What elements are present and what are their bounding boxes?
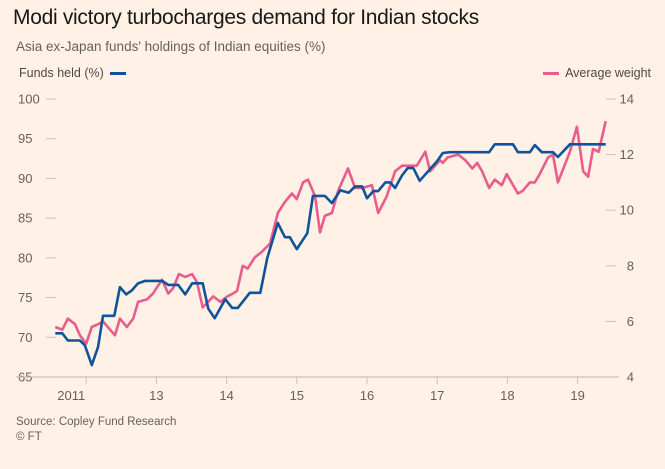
y-right-tick-label: 14 [620,92,634,107]
y-left-tick-label: 95 [18,131,32,146]
series-line-average-weight [54,120,607,345]
chart-title: Modi victory turbocharges demand for Ind… [13,6,479,29]
y-right-tick-label: 12 [620,147,634,162]
x-tick-label: 14 [219,388,233,403]
x-tick-label: 18 [500,388,514,403]
x-tick-label: 19 [570,388,584,403]
copyright: © FT [16,431,42,443]
y-left-tick-label: 80 [18,250,32,265]
source-note: Source: Copley Fund Research [16,416,177,428]
x-tick-label: 16 [360,388,374,403]
y-left-tick-label: 90 [18,171,32,186]
x-tick-label: 15 [290,388,304,403]
legend-swatch-pink [543,72,560,76]
legend-funds-held: Funds held (%) [19,66,132,80]
x-tick-label: 2011 [57,388,85,403]
legend-swatch-blue [109,72,126,76]
y-left-tick-label: 100 [18,92,40,107]
legend-label: Funds held (%) [19,66,104,80]
y-left-tick-label: 75 [18,290,32,305]
y-right-tick-label: 4 [627,370,634,385]
x-tick-label: 17 [430,388,444,403]
chart-subtitle: Asia ex-Japan funds' holdings of Indian … [16,39,326,54]
y-left-tick-label: 85 [18,211,32,226]
legend-average-weight: Average weight [537,66,651,80]
x-tick-label: 13 [149,388,163,403]
series-line-funds-held [55,143,606,367]
y-right-tick-label: 10 [620,203,634,218]
y-left-tick-label: 70 [18,330,32,345]
y-right-tick-label: 6 [627,314,634,329]
y-right-tick-label: 8 [627,258,634,273]
legend-label: Average weight [565,66,651,80]
